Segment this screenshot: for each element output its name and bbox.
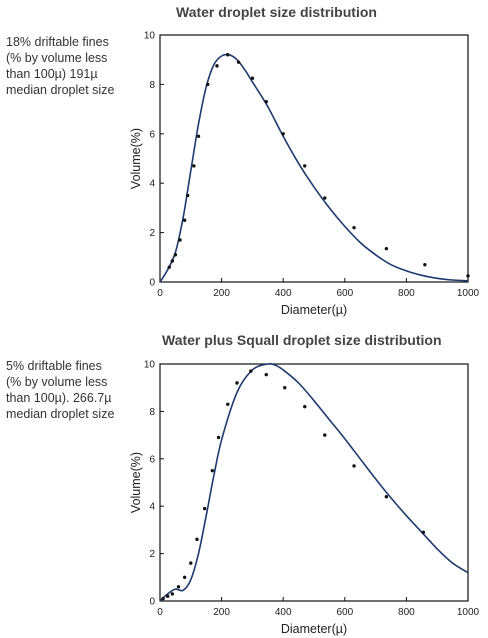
data-point [421,530,426,534]
x-tick-label: 800 [398,607,415,618]
y-tick-label: 8 [149,407,155,418]
data-point [423,263,427,267]
data-point [281,132,285,136]
y-tick-label: 10 [144,360,156,371]
y-tick-label: 6 [149,454,155,465]
data-point [210,468,215,473]
data-point [352,225,356,230]
data-point [170,259,175,263]
data-point [303,164,307,168]
data-point [303,404,307,409]
data-point [170,592,175,596]
plot-frame [159,34,469,283]
data-point [167,265,171,269]
x-axis-label: Diameter(µ) [281,303,347,317]
data-point [352,464,356,468]
y-tick-label: 2 [149,228,155,239]
y-tick-label: 6 [149,129,155,140]
y-tick-label: 0 [149,597,155,608]
chart-panel-water-squall: Water plus Squall droplet size distribut… [0,318,488,638]
y-tick-label: 10 [144,31,156,42]
chart-title: Water droplet size distribution [176,4,377,20]
chart-plot-water-squall: 0 200 400 600 800 1000 0 2 4 6 8 10 Diameter(µ) Volum… [129,360,480,637]
x-tick-label: 600 [336,288,353,299]
x-tick-label: 0 [157,288,163,299]
data-point [182,218,187,222]
x-tick-label: 200 [213,607,230,618]
data-point [236,60,241,64]
data-point [264,372,268,377]
data-point [250,76,255,80]
data-point [384,246,389,251]
plot-frame [159,363,469,602]
data-point [226,53,230,57]
data-point [178,238,182,242]
data-point [161,596,165,601]
x-tick-label: 1000 [457,607,480,618]
y-axis-label: Volume(%) [129,452,143,513]
y-tick-label: 4 [149,179,155,190]
y-axis-label: Volume(%) [129,128,143,189]
data-point [186,193,190,198]
x-tick-label: 0 [157,607,163,618]
data-point [235,381,239,385]
data-point [176,585,181,589]
data-point [264,99,268,104]
data-point [206,82,210,87]
data-point [192,164,196,168]
chart-panel-water: Water droplet size distribution 18% drif… [0,0,488,318]
chart-annotation: 18% driftable fines (% by volume less th… [6,35,115,97]
series-curve [159,362,469,602]
chart-annotation: 5% driftable fines (% by volume less tha… [6,359,115,421]
x-tick-label: 200 [213,288,230,299]
x-tick-label: 400 [275,288,292,299]
x-tick-label: 1000 [457,288,480,299]
chart-plot-water: 0 200 400 600 800 1000 0 2 4 6 8 10 Diameter(µ) Volum… [129,31,480,318]
data-point [384,495,389,499]
x-tick-label: 400 [275,607,292,618]
data-point [215,64,219,68]
x-axis-label: Diameter(µ) [281,622,347,636]
data-point [202,506,207,511]
data-point [195,537,199,542]
data-point [323,433,327,437]
data-point [226,402,230,406]
data-point [173,253,178,257]
data-point [466,274,470,278]
x-tick-label: 600 [336,607,353,618]
data-point [166,594,170,598]
x-tick-label: 800 [398,288,415,299]
data-point [323,196,327,200]
data-point [196,134,201,138]
data-point [216,435,221,440]
chart-title: Water plus Squall droplet size distribut… [162,332,442,348]
data-point [182,575,187,579]
y-tick-label: 8 [149,80,155,91]
data-point [283,386,287,390]
y-tick-label: 4 [149,502,155,513]
y-tick-label: 2 [149,549,155,560]
y-tick-label: 0 [149,278,155,289]
data-point [189,561,193,565]
data-point [249,369,253,373]
series-curve [159,53,469,283]
